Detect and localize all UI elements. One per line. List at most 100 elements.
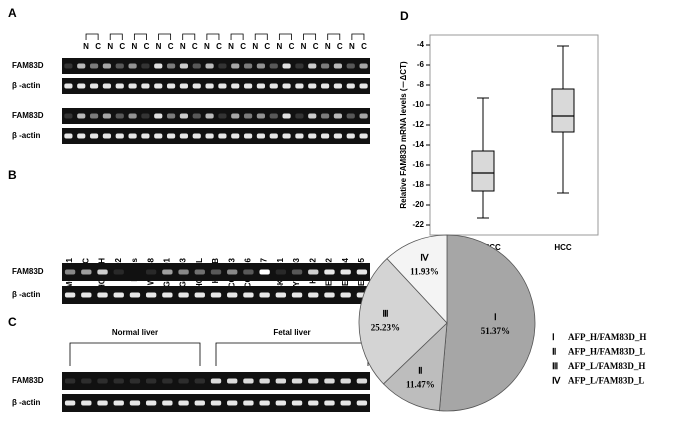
band bbox=[115, 63, 124, 69]
band bbox=[97, 269, 108, 275]
band bbox=[81, 400, 92, 406]
band bbox=[179, 133, 189, 139]
band bbox=[324, 378, 335, 384]
band bbox=[333, 83, 343, 89]
band bbox=[282, 113, 291, 119]
band bbox=[115, 133, 124, 139]
band bbox=[324, 292, 335, 298]
bracket bbox=[351, 33, 365, 40]
legend-numeral: Ⅰ bbox=[552, 332, 555, 342]
band bbox=[162, 400, 173, 406]
band bbox=[194, 269, 205, 275]
bracket bbox=[254, 33, 268, 40]
band bbox=[210, 292, 222, 298]
band bbox=[81, 292, 92, 298]
band bbox=[308, 133, 317, 139]
lane-label: C bbox=[168, 42, 174, 51]
lane-label: N bbox=[349, 42, 355, 51]
band bbox=[308, 63, 317, 69]
band bbox=[89, 113, 99, 119]
lane-label: N bbox=[180, 42, 186, 51]
band bbox=[291, 269, 303, 275]
band bbox=[210, 269, 222, 275]
bracket bbox=[215, 342, 369, 366]
pie-slice bbox=[382, 321, 448, 412]
lane-label: C bbox=[144, 42, 150, 51]
band bbox=[166, 63, 176, 69]
band bbox=[97, 378, 108, 384]
legend-label: AFP_L/FAM83D_H bbox=[568, 361, 645, 371]
band bbox=[179, 63, 189, 69]
band bbox=[129, 400, 141, 406]
band bbox=[275, 400, 287, 406]
bracket bbox=[109, 33, 123, 40]
legend-label: AFP_L/FAM83D_L bbox=[568, 376, 644, 386]
pie-slice bbox=[439, 234, 536, 412]
lane-label: C bbox=[192, 42, 198, 51]
band bbox=[210, 400, 222, 406]
slice-label: 11.93% bbox=[410, 267, 439, 277]
band bbox=[346, 133, 355, 139]
lane-label: N bbox=[325, 42, 331, 51]
band bbox=[295, 113, 304, 119]
bracket bbox=[182, 33, 196, 40]
band bbox=[154, 83, 163, 89]
band bbox=[320, 133, 330, 139]
band bbox=[64, 378, 76, 384]
band bbox=[81, 378, 92, 384]
band bbox=[102, 63, 112, 69]
band bbox=[145, 378, 157, 384]
row-label: β -actin bbox=[12, 131, 41, 140]
y-tick-label: -10 bbox=[412, 100, 424, 109]
band bbox=[102, 133, 112, 139]
band bbox=[359, 133, 368, 139]
bracket bbox=[206, 33, 220, 40]
band bbox=[194, 292, 205, 298]
lane-label: N bbox=[107, 42, 113, 51]
band bbox=[89, 83, 99, 89]
band bbox=[308, 113, 317, 119]
band bbox=[227, 378, 238, 384]
y-tick-label: -22 bbox=[412, 220, 424, 229]
bracket bbox=[230, 33, 244, 40]
band bbox=[64, 63, 73, 69]
panel-letter: D bbox=[400, 9, 409, 23]
legend-label: AFP_H/FAM83D_L bbox=[568, 347, 645, 357]
band bbox=[145, 400, 157, 406]
band bbox=[166, 83, 176, 89]
lane-label: C bbox=[289, 42, 295, 51]
band bbox=[141, 133, 150, 139]
band bbox=[194, 378, 205, 384]
band bbox=[141, 113, 150, 119]
band bbox=[282, 83, 291, 89]
band bbox=[320, 63, 330, 69]
bracket bbox=[158, 33, 172, 40]
band bbox=[320, 113, 330, 119]
bracket bbox=[133, 33, 147, 40]
band bbox=[97, 400, 108, 406]
band bbox=[192, 133, 201, 139]
band bbox=[192, 113, 201, 119]
y-tick-label: -6 bbox=[417, 60, 425, 69]
lane-label: C bbox=[264, 42, 270, 51]
band bbox=[243, 292, 254, 298]
box bbox=[471, 150, 495, 192]
lane-label: N bbox=[276, 42, 282, 51]
bracket bbox=[303, 33, 317, 40]
band bbox=[115, 113, 124, 119]
band bbox=[231, 83, 240, 89]
band bbox=[178, 292, 189, 298]
band bbox=[269, 83, 278, 89]
band bbox=[291, 292, 303, 298]
gel bbox=[62, 78, 370, 94]
slice-label: 11.47% bbox=[406, 380, 435, 390]
band bbox=[356, 269, 368, 275]
band bbox=[340, 400, 351, 406]
band bbox=[291, 400, 303, 406]
band bbox=[275, 378, 287, 384]
band bbox=[64, 400, 76, 406]
band bbox=[256, 83, 266, 89]
band bbox=[218, 63, 227, 69]
band bbox=[128, 133, 137, 139]
